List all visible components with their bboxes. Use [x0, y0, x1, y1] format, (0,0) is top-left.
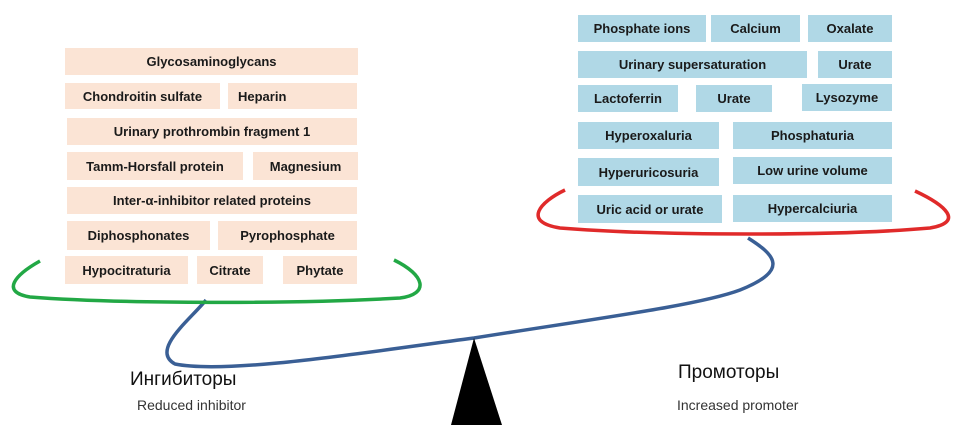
promoters-subtitle: Increased promoter: [677, 397, 799, 413]
inhibitor-item: Diphosphonates: [67, 221, 210, 250]
inhibitor-item: Citrate: [197, 256, 263, 284]
promoter-item: Calcium: [711, 15, 800, 42]
inhibitor-item: Urinary prothrombin fragment 1: [67, 118, 357, 145]
promoter-item: Oxalate: [808, 15, 892, 42]
promoter-pan: [536, 188, 951, 236]
promoter-item: Phosphate ions: [578, 15, 706, 42]
promoter-item: Urinary supersaturation: [578, 51, 807, 78]
inhibitor-item: Phytate: [283, 256, 357, 284]
inhibitor-pan: [11, 258, 422, 305]
inhibitors-subtitle: Reduced inhibitor: [137, 397, 246, 413]
fulcrum: [451, 338, 502, 425]
inhibitor-item: Inter-α-inhibitor related proteins: [67, 187, 357, 214]
promoter-item: Low urine volume: [733, 157, 892, 184]
inhibitor-item: Heparin: [228, 83, 357, 109]
inhibitor-item: Chondroitin sulfate: [65, 83, 220, 109]
inhibitor-item: Glycosaminoglycans: [65, 48, 358, 75]
beam: [165, 236, 775, 369]
promoter-item: Urate: [696, 85, 772, 112]
promoter-item: Lactoferrin: [578, 85, 678, 112]
promoters-title: Промоторы: [678, 362, 780, 383]
promoter-item: Hyperoxaluria: [578, 122, 719, 149]
inhibitors-title: Ингибиторы: [130, 369, 237, 390]
promoter-item: Phosphaturia: [733, 122, 892, 149]
inhibitor-item: Tamm-Horsfall protein: [67, 152, 243, 180]
promoter-item: Lysozyme: [802, 84, 892, 111]
promoter-item: Hyperuricosuria: [578, 158, 719, 186]
promoter-item: Hypercalciuria: [733, 195, 892, 222]
promoter-item: Uric acid or urate: [578, 195, 722, 223]
inhibitor-item: Hypocitraturia: [65, 256, 188, 284]
inhibitor-item: Pyrophosphate: [218, 221, 357, 250]
promoter-item: Urate: [818, 51, 892, 78]
inhibitor-item: Magnesium: [253, 152, 358, 180]
